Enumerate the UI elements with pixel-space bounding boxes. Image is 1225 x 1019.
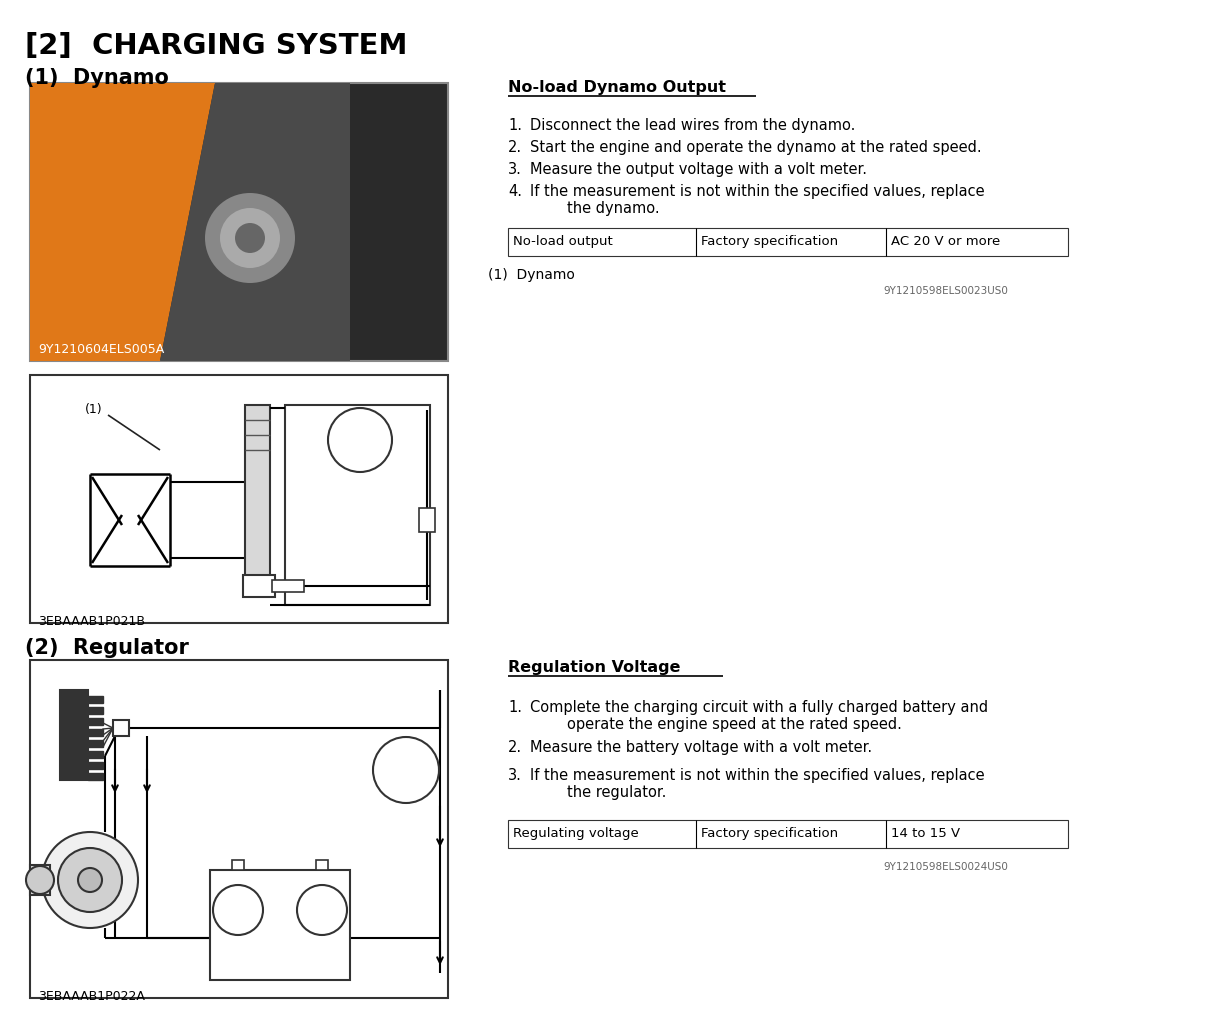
Bar — [60, 690, 88, 780]
Text: (1): (1) — [85, 403, 103, 416]
Text: +: + — [312, 902, 331, 922]
Circle shape — [78, 868, 102, 892]
Circle shape — [58, 848, 123, 912]
Text: Regulating voltage: Regulating voltage — [513, 827, 638, 840]
Circle shape — [328, 408, 392, 472]
Text: ~: ~ — [354, 457, 366, 471]
Bar — [88, 740, 103, 747]
Text: Measure the battery voltage with a volt meter.: Measure the battery voltage with a volt … — [530, 740, 872, 755]
Bar — [29, 865, 50, 895]
Text: 3EBAAAB1P022A: 3EBAAAB1P022A — [38, 990, 145, 1003]
Circle shape — [220, 208, 281, 268]
Bar — [508, 820, 1068, 848]
Bar — [243, 575, 274, 597]
Text: Factory specification: Factory specification — [701, 235, 838, 248]
Bar — [209, 870, 350, 980]
Text: Complete the charging circuit with a fully charged battery and
        operate t: Complete the charging circuit with a ful… — [530, 700, 989, 733]
Bar — [29, 660, 448, 998]
Text: No-load Dynamo Output: No-load Dynamo Output — [508, 81, 726, 95]
Bar — [316, 860, 328, 870]
Bar — [29, 375, 448, 623]
Text: V: V — [399, 770, 413, 788]
Text: Disconnect the lead wires from the dynamo.: Disconnect the lead wires from the dynam… — [530, 118, 855, 133]
Bar — [29, 83, 448, 361]
Text: 1.: 1. — [508, 118, 522, 133]
Bar — [88, 751, 103, 758]
Circle shape — [235, 223, 265, 253]
Text: Measure the output voltage with a volt meter.: Measure the output voltage with a volt m… — [530, 162, 867, 177]
Text: AC 20 V or more: AC 20 V or more — [891, 235, 1001, 248]
Bar — [245, 405, 270, 593]
Bar — [88, 696, 103, 703]
Text: 2.: 2. — [508, 140, 522, 155]
Text: (2)  Regulator: (2) Regulator — [24, 638, 189, 658]
Bar — [88, 762, 103, 769]
Circle shape — [296, 884, 347, 935]
Circle shape — [26, 866, 54, 894]
Circle shape — [372, 737, 439, 803]
Circle shape — [213, 884, 263, 935]
Bar — [232, 860, 244, 870]
Text: 9Y1210598ELS0023US0: 9Y1210598ELS0023US0 — [883, 286, 1008, 296]
Circle shape — [42, 832, 138, 928]
Polygon shape — [29, 83, 216, 361]
Text: 2.: 2. — [508, 740, 522, 755]
Text: 3.: 3. — [508, 162, 522, 177]
Bar — [113, 720, 129, 736]
Text: 3.: 3. — [508, 768, 522, 783]
Text: If the measurement is not within the specified values, replace
        the dynam: If the measurement is not within the spe… — [530, 184, 985, 216]
Bar — [508, 228, 1068, 256]
Text: Regulation Voltage: Regulation Voltage — [508, 660, 681, 675]
Text: −: − — [230, 903, 246, 921]
Text: If the measurement is not within the specified values, replace
        the regul: If the measurement is not within the spe… — [530, 768, 985, 800]
Text: 14 to 15 V: 14 to 15 V — [891, 827, 960, 840]
Text: V: V — [353, 440, 367, 458]
Text: Start the engine and operate the dynamo at the rated speed.: Start the engine and operate the dynamo … — [530, 140, 981, 155]
Text: [2]  CHARGING SYSTEM: [2] CHARGING SYSTEM — [24, 32, 408, 60]
Bar — [88, 729, 103, 736]
Text: 9Y1210604ELS005A: 9Y1210604ELS005A — [38, 343, 164, 356]
Text: _: _ — [403, 788, 409, 801]
Text: Factory specification: Factory specification — [701, 827, 838, 840]
Bar — [88, 718, 103, 725]
Bar — [88, 773, 103, 780]
Bar — [285, 405, 430, 605]
Text: 1.: 1. — [508, 700, 522, 715]
Bar — [88, 707, 103, 714]
Text: 4.: 4. — [508, 184, 522, 199]
Text: 3EBAAAB1P021B: 3EBAAAB1P021B — [38, 615, 145, 628]
Bar — [272, 580, 304, 592]
Text: 9Y1210598ELS0024US0: 9Y1210598ELS0024US0 — [883, 862, 1008, 872]
Polygon shape — [160, 83, 350, 361]
Text: (1)  Dynamo: (1) Dynamo — [488, 268, 575, 282]
Bar — [419, 508, 435, 532]
Text: (1)  Dynamo: (1) Dynamo — [24, 68, 169, 88]
Text: No-load output: No-load output — [513, 235, 612, 248]
Circle shape — [205, 193, 295, 283]
